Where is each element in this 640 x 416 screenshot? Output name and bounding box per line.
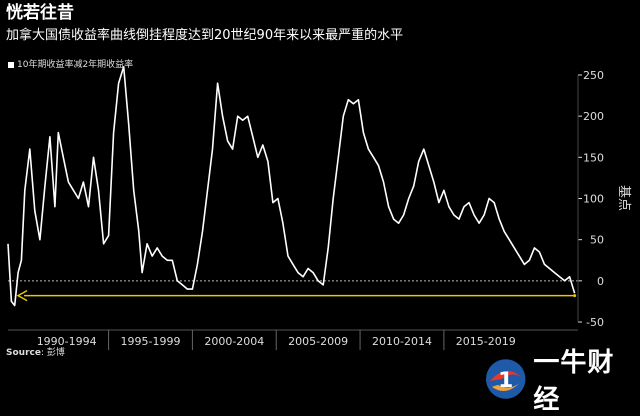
chart-subtitle: 加拿大国债收益率曲线倒挂程度达到20世纪90年来以来最严重的水平 [6, 28, 404, 43]
annotation-layer [16, 289, 577, 302]
chart-title: 恍若往昔 [6, 3, 74, 23]
x-tick-label: 2015-2019 [456, 335, 516, 348]
y-tick-label: 200 [583, 110, 604, 123]
source-label: Source [6, 348, 41, 358]
y-axis-label: 基点 [616, 185, 631, 211]
series-layer [7, 66, 576, 307]
annotation-end-point [573, 294, 577, 298]
x-tick-label: 1995-1999 [121, 335, 181, 348]
svg-text:1: 1 [498, 367, 513, 392]
legend: 10年期收益率减2年期收益率 [8, 60, 133, 70]
watermark: 1 一牛财经 [484, 348, 640, 415]
y-tick-label: 150 [583, 151, 604, 164]
x-tick-label: 2000-2004 [204, 335, 264, 348]
x-tick-label: 2010-2014 [372, 335, 432, 348]
brand-logo-icon: 1 [485, 358, 526, 399]
x-tick-label: 1990-1994 [37, 335, 97, 348]
y-tick-label: 100 [583, 193, 604, 206]
y-tick-label: 250 [583, 69, 604, 82]
x-tick-label: 2005-2009 [288, 335, 348, 348]
source-value: : 彭博 [40, 348, 65, 358]
y-tick-label: 50 [590, 234, 604, 247]
source-note: Source: 彭博 [6, 348, 65, 359]
legend-label: 10年期收益率减2年期收益率 [17, 60, 134, 70]
legend-swatch [8, 62, 14, 68]
watermark-text: 一牛财经 [533, 347, 615, 415]
y-tick-label: 0 [597, 275, 604, 288]
series-line [7, 66, 576, 307]
y-axis: -50 0 50 100 150 200 250 基点 [577, 69, 631, 329]
y-tick-label: -50 [586, 316, 604, 329]
chart-area: -50 0 50 100 150 200 250 基点 1990-1994 1995-1999 2… [7, 66, 631, 350]
annotation-arrow-head [16, 289, 28, 302]
x-axis: 1990-1994 1995-1999 2000-2004 2005-2009 2010… [8, 329, 578, 350]
